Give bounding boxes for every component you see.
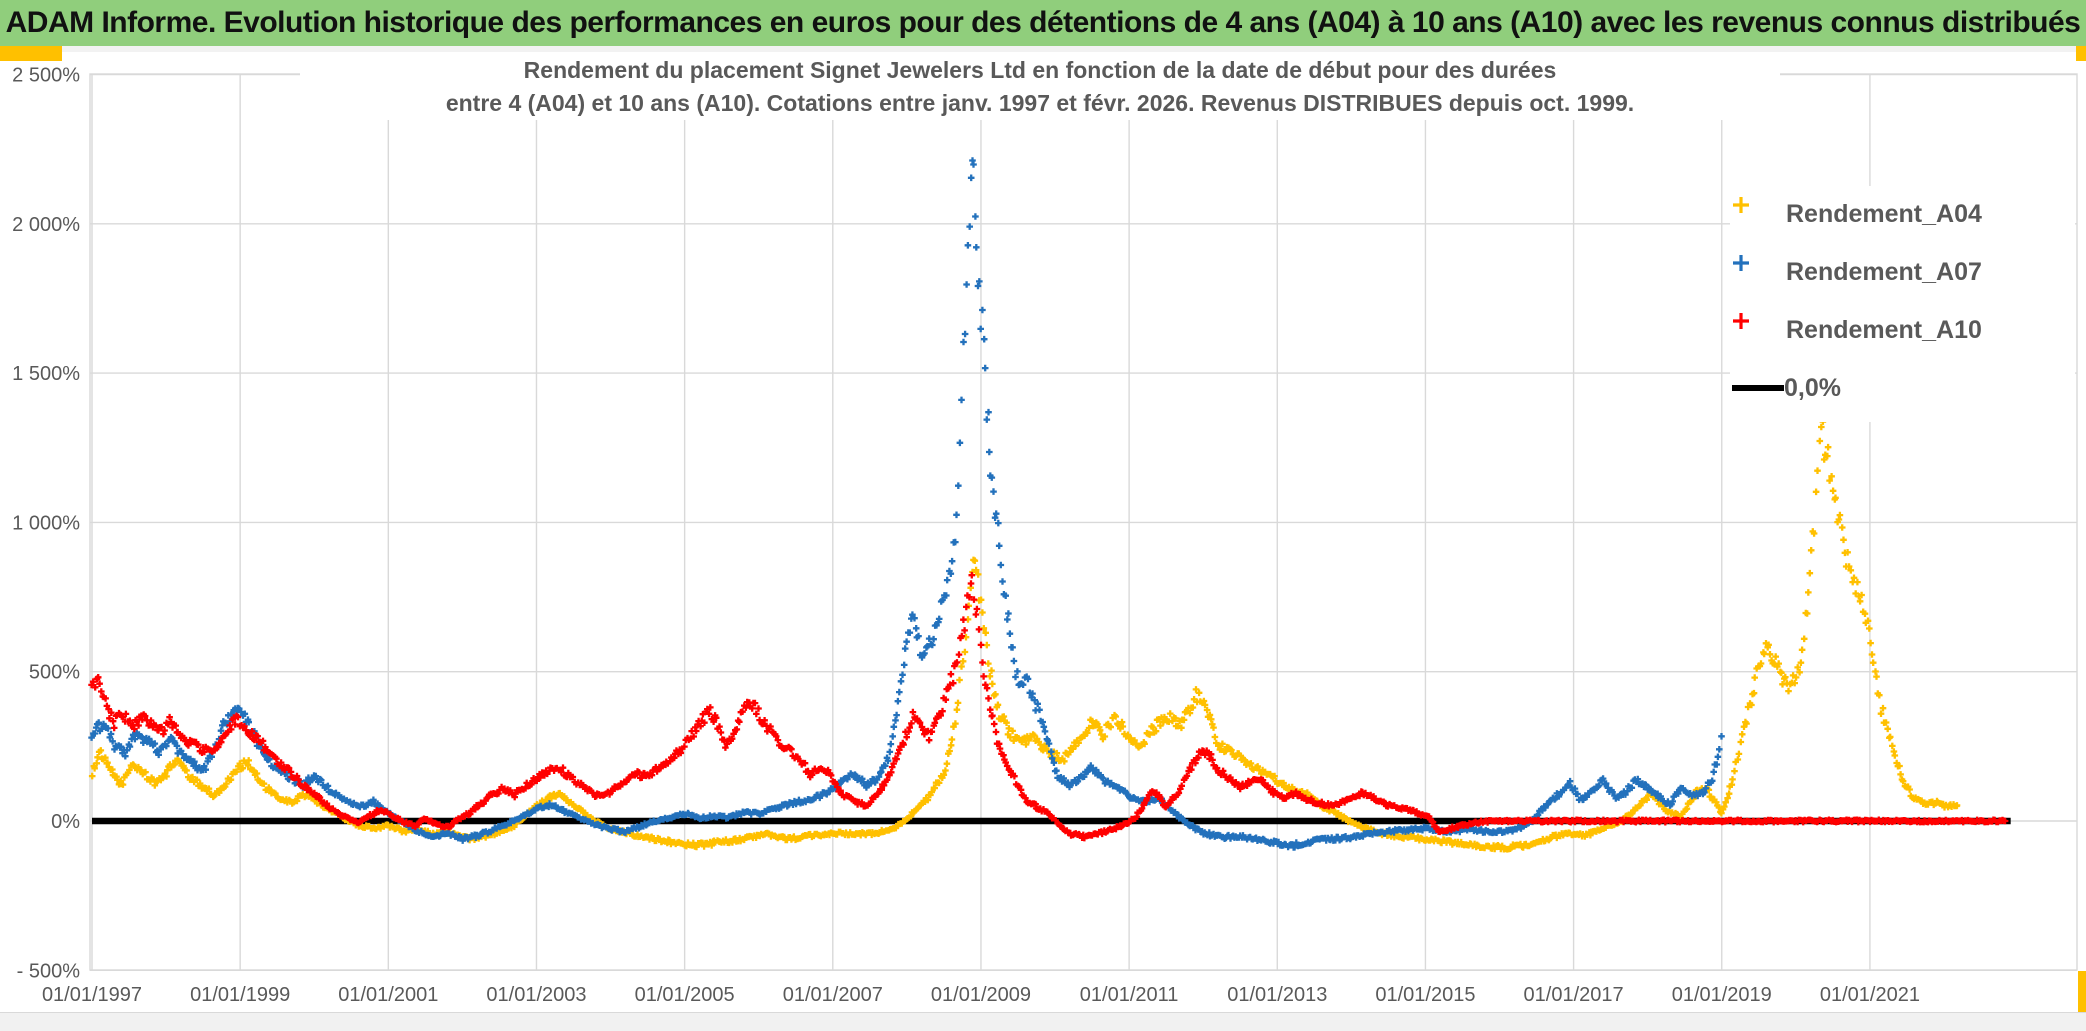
sheet-header-banner: ADAM Informe. Evolution historique des p… bbox=[0, 0, 2086, 46]
legend-label: Rendement_A07 bbox=[1786, 257, 1982, 286]
legend-item-rendement-a04: Rendement_A04 bbox=[1730, 194, 1982, 234]
x-axis-tick-label: 01/01/1999 bbox=[190, 984, 290, 1006]
x-axis-tick-label: 01/01/2019 bbox=[1672, 984, 1772, 1006]
page-title: ADAM Informe. Evolution historique des p… bbox=[5, 6, 2081, 39]
series-points-rendement_a04 bbox=[88, 418, 1961, 853]
x-axis-tick-label: 01/01/2005 bbox=[635, 984, 735, 1006]
chart-title: Rendement du placement Signet Jewelers L… bbox=[300, 54, 1780, 120]
x-axis-tick-label: 01/01/2007 bbox=[783, 984, 883, 1006]
x-axis-tick-label: 01/01/2021 bbox=[1820, 984, 1920, 1006]
legend-label: Rendement_A10 bbox=[1786, 315, 1982, 344]
gold-corner-top-right bbox=[2076, 46, 2086, 61]
x-axis-tick-label: 01/01/2011 bbox=[1080, 984, 1179, 1006]
header-gap bbox=[0, 46, 2086, 52]
gold-edge-right bbox=[2078, 971, 2086, 1031]
x-axis-tick-label: 01/01/2013 bbox=[1227, 984, 1327, 1006]
gold-corner-top-left bbox=[0, 46, 62, 61]
y-axis-tick-label: 0% bbox=[51, 811, 80, 833]
chart-title-line2: entre 4 (A04) et 10 ans (A10). Cotations… bbox=[445, 90, 1635, 116]
chart-legend: Rendement_A04 Rendement_A07 Rendement_A1… bbox=[1730, 186, 2075, 422]
y-axis-tick-label: 2 000% bbox=[12, 214, 80, 236]
x-axis-tick-label: 01/01/2015 bbox=[1375, 984, 1475, 1006]
y-axis-tick-label: - 500% bbox=[17, 960, 81, 982]
y-axis-tick-label: 2 500% bbox=[12, 65, 80, 87]
x-axis-tick-label: 01/01/2001 bbox=[338, 984, 438, 1006]
y-axis-tick-label: 1 000% bbox=[12, 512, 80, 534]
chart-title-line1: Rendement du placement Signet Jewelers L… bbox=[523, 57, 1557, 83]
legend-item-rendement-a10: Rendement_A10 bbox=[1730, 310, 1982, 350]
legend-label: Rendement_A04 bbox=[1786, 199, 1982, 228]
series-points-rendement_a10 bbox=[88, 571, 2009, 842]
y-axis-tick-label: 1 500% bbox=[12, 363, 80, 385]
zero-line-icon bbox=[1730, 385, 1786, 391]
legend-item-rendement-a07: Rendement_A07 bbox=[1730, 252, 1982, 292]
x-axis-tick-label: 01/01/2017 bbox=[1524, 984, 1624, 1006]
x-axis-tick-label: 01/01/2003 bbox=[486, 984, 586, 1006]
legend-label: 0,0% bbox=[1784, 373, 1841, 402]
y-axis-tick-label: 500% bbox=[29, 662, 80, 684]
x-axis-tick-label: 01/01/2009 bbox=[931, 984, 1031, 1006]
bottom-sheet-strip bbox=[0, 1012, 2086, 1031]
x-axis-tick-label: 01/01/1997 bbox=[42, 984, 142, 1006]
legend-item-zero-line: 0,0% bbox=[1730, 368, 1841, 408]
series-points-rendement_a07 bbox=[88, 157, 1725, 851]
